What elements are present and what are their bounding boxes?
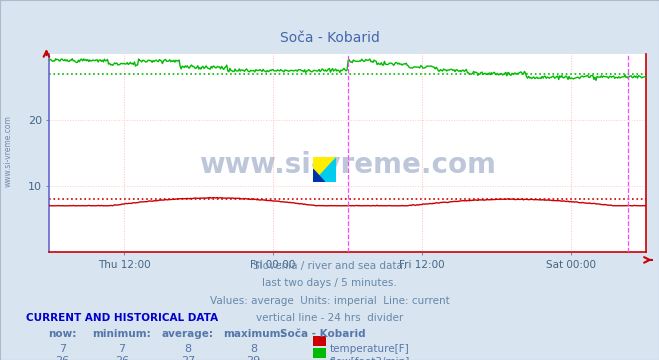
Polygon shape bbox=[313, 169, 325, 182]
Text: 26: 26 bbox=[55, 356, 70, 360]
Text: last two days / 5 minutes.: last two days / 5 minutes. bbox=[262, 278, 397, 288]
Text: 29: 29 bbox=[246, 356, 261, 360]
Text: vertical line - 24 hrs  divider: vertical line - 24 hrs divider bbox=[256, 313, 403, 323]
Text: CURRENT AND HISTORICAL DATA: CURRENT AND HISTORICAL DATA bbox=[26, 313, 219, 323]
Text: 7: 7 bbox=[59, 344, 66, 354]
Text: 7: 7 bbox=[119, 344, 125, 354]
Text: flow[foot3/min]: flow[foot3/min] bbox=[330, 356, 410, 360]
Text: www.si-vreme.com: www.si-vreme.com bbox=[3, 115, 13, 187]
Text: www.si-vreme.com: www.si-vreme.com bbox=[199, 151, 496, 179]
Text: maximum:: maximum: bbox=[223, 329, 285, 339]
Text: 27: 27 bbox=[181, 356, 195, 360]
Text: minimum:: minimum: bbox=[92, 329, 152, 339]
Text: Slovenia / river and sea data.: Slovenia / river and sea data. bbox=[253, 261, 406, 271]
Polygon shape bbox=[313, 157, 336, 182]
Text: Soča - Kobarid: Soča - Kobarid bbox=[279, 31, 380, 45]
Text: temperature[F]: temperature[F] bbox=[330, 344, 409, 354]
Text: now:: now: bbox=[48, 329, 77, 339]
Text: 8: 8 bbox=[250, 344, 257, 354]
Polygon shape bbox=[313, 157, 336, 182]
Text: 26: 26 bbox=[115, 356, 129, 360]
Text: 8: 8 bbox=[185, 344, 191, 354]
Text: average:: average: bbox=[162, 329, 214, 339]
Text: Soča - Kobarid: Soča - Kobarid bbox=[280, 329, 366, 339]
Text: Values: average  Units: imperial  Line: current: Values: average Units: imperial Line: cu… bbox=[210, 296, 449, 306]
